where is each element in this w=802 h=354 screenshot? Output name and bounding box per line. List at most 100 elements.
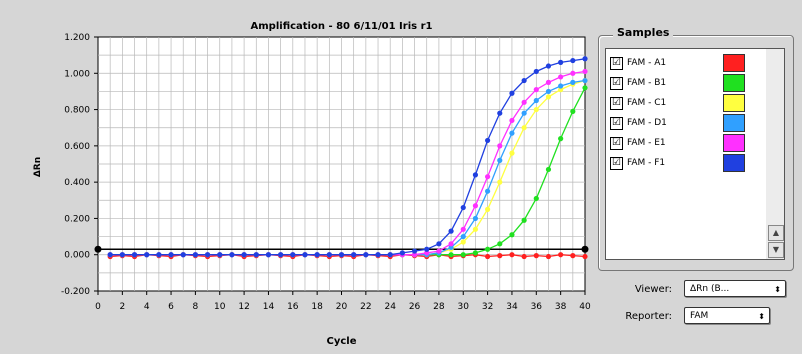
- color-swatch[interactable]: [723, 114, 745, 132]
- series-point: [460, 204, 466, 211]
- series-point: [497, 253, 503, 259]
- sample-row-a1[interactable]: ☑ FAM - A1: [610, 53, 760, 73]
- series-point: [472, 172, 479, 178]
- series-point: [424, 250, 430, 256]
- series-point: [448, 244, 454, 251]
- series-point: [156, 252, 162, 258]
- sample-checkbox[interactable]: ☑: [610, 96, 623, 110]
- series-point: [558, 136, 564, 142]
- y-tick-label: 0.600: [64, 142, 90, 152]
- popup-arrow-icon: ⬍: [774, 285, 781, 294]
- popup-arrow-icon: ⬍: [758, 312, 765, 321]
- y-tick-label: 0.200: [64, 214, 90, 224]
- series-point: [131, 252, 138, 258]
- series-point: [448, 241, 454, 247]
- series-point: [582, 253, 588, 260]
- x-tick-label: 30: [458, 302, 470, 312]
- sample-row-e1[interactable]: ☑ FAM - E1: [610, 133, 760, 153]
- series-point: [460, 239, 466, 245]
- color-swatch[interactable]: [723, 54, 745, 72]
- sample-checkbox[interactable]: ☑: [610, 156, 623, 170]
- series-point: [485, 188, 491, 194]
- x-tick-label: 12: [238, 302, 249, 312]
- series-point: [460, 226, 466, 232]
- x-tick-label: 6: [168, 302, 174, 312]
- series-point: [448, 228, 454, 234]
- color-swatch[interactable]: [723, 94, 745, 112]
- threshold-handle-left: [94, 245, 102, 253]
- color-swatch[interactable]: [723, 154, 745, 172]
- series-point: [253, 252, 259, 258]
- series-point: [460, 252, 466, 258]
- y-tick-label: 1.200: [64, 33, 90, 43]
- sample-label: FAM - E1: [627, 138, 666, 148]
- samples-list: ☑ FAM - A1 ☑ FAM - B1 ☑ FAM - C1 ☑ FAM -…: [605, 48, 767, 260]
- series-point: [448, 252, 454, 258]
- series-point: [582, 77, 588, 84]
- scroll-down-icon[interactable]: ▼: [768, 242, 784, 258]
- series-point: [533, 106, 539, 113]
- x-axis-label: Cycle: [327, 336, 357, 347]
- samples-title: Samples: [613, 26, 674, 39]
- x-tick-label: 34: [506, 302, 518, 312]
- series-point: [472, 215, 479, 222]
- viewer-select[interactable]: ΔRn (B... ⬍: [684, 280, 786, 297]
- x-tick-label: 8: [193, 302, 199, 312]
- sample-row-b1[interactable]: ☑ FAM - B1: [610, 73, 760, 93]
- series-point: [326, 252, 332, 258]
- reporter-select[interactable]: FAM ⬍: [684, 307, 770, 324]
- series-point: [533, 195, 539, 202]
- sample-checkbox[interactable]: ☑: [610, 136, 623, 150]
- x-tick-label: 36: [531, 302, 543, 312]
- series-point: [497, 110, 503, 116]
- series-point: [497, 157, 503, 163]
- series-point: [411, 252, 418, 258]
- color-swatch[interactable]: [723, 74, 745, 92]
- series-point: [180, 252, 186, 258]
- series-point: [533, 97, 539, 104]
- sample-row-f1[interactable]: ☑ FAM - F1: [610, 153, 760, 173]
- x-tick-label: 14: [263, 302, 275, 312]
- series-point: [545, 79, 552, 85]
- sample-row-d1[interactable]: ☑ FAM - D1: [610, 113, 760, 133]
- series-point: [570, 70, 576, 76]
- series-point: [290, 252, 296, 258]
- sample-checkbox[interactable]: ☑: [610, 116, 623, 130]
- x-tick-label: 0: [95, 302, 101, 312]
- series-point: [363, 252, 369, 258]
- sample-checkbox[interactable]: ☑: [610, 76, 623, 90]
- series-line-6: [110, 58, 586, 256]
- y-tick-label: 0.400: [64, 178, 90, 188]
- series-point: [485, 137, 491, 144]
- sample-row-c1[interactable]: ☑ FAM - C1: [610, 93, 760, 113]
- x-tick-label: 26: [409, 302, 421, 312]
- scroll-up-icon[interactable]: ▲: [768, 225, 784, 241]
- series-point: [521, 99, 527, 105]
- series-point: [558, 252, 564, 258]
- series-point: [314, 252, 320, 258]
- series-point: [485, 206, 491, 212]
- y-axis-label: ΔRn: [33, 157, 43, 177]
- samples-scrollbar[interactable]: ▲ ▼: [766, 48, 785, 260]
- series-point: [509, 130, 515, 136]
- series-point: [521, 77, 527, 84]
- series-point: [472, 250, 479, 256]
- sample-checkbox[interactable]: ☑: [610, 56, 623, 70]
- threshold-handle-right: [581, 245, 589, 253]
- y-tick-label: -0.200: [61, 287, 90, 297]
- series-point: [582, 68, 588, 75]
- series-point: [558, 59, 564, 65]
- series-point: [204, 252, 211, 258]
- chart-title: Amplification - 80 6/11/01 Iris r1: [251, 21, 433, 32]
- x-tick-label: 10: [214, 302, 226, 312]
- series-point: [119, 252, 125, 258]
- x-tick-label: 40: [579, 302, 591, 312]
- series-point: [107, 252, 113, 258]
- series-point: [229, 252, 235, 258]
- series-point: [460, 233, 466, 240]
- series-point: [168, 252, 174, 258]
- color-swatch[interactable]: [723, 134, 745, 152]
- series-point: [570, 79, 576, 85]
- series-point: [533, 253, 539, 259]
- sample-label: FAM - D1: [627, 118, 667, 128]
